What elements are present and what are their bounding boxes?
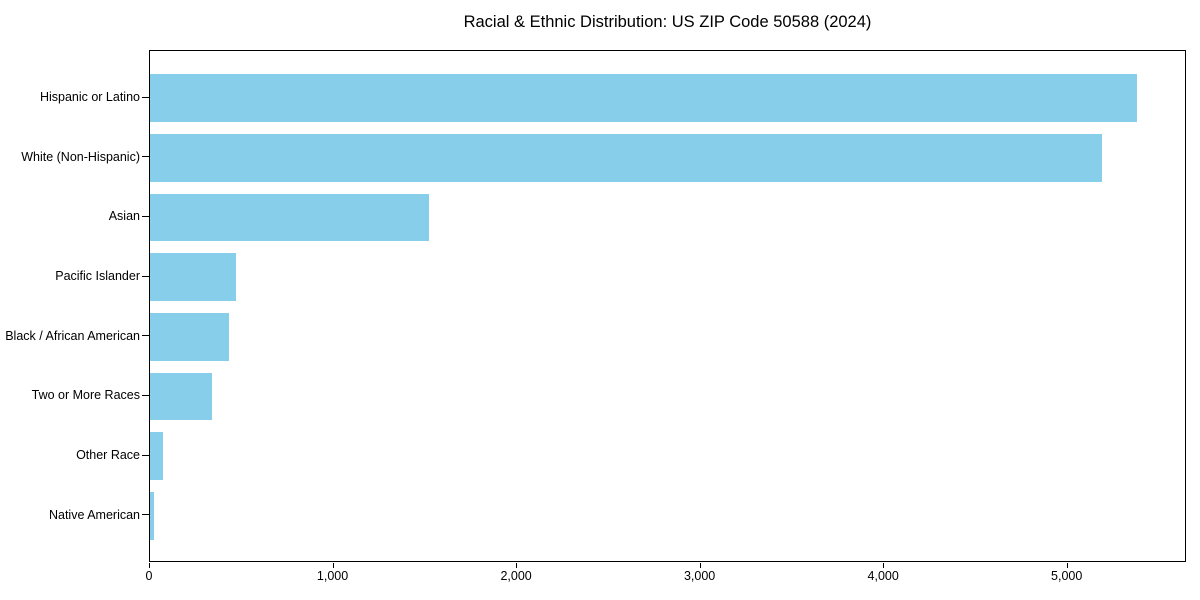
- bar-native-american: [150, 491, 154, 540]
- y-axis-label-asian: Asian: [108, 209, 140, 224]
- y-axis-label-white-non-hispanic: White (Non-Hispanic): [21, 149, 140, 164]
- y-tick-other-race: [142, 454, 149, 456]
- x-tick-0: [149, 563, 150, 568]
- y-axis-label-pacific-islander: Pacific Islander: [55, 269, 140, 284]
- x-tick-4000: [883, 563, 885, 568]
- bar-black-african-american: [150, 312, 229, 361]
- y-tick-pacific-islander: [142, 275, 149, 277]
- x-tick-2000: [516, 563, 518, 568]
- x-axis-tick-label-1000: 1,000: [316, 569, 349, 583]
- y-tick-asian: [142, 215, 149, 217]
- y-tick-black-african-american: [142, 335, 149, 337]
- x-axis-tick-label-2000: 2,000: [500, 569, 532, 583]
- x-tick-5000: [1066, 563, 1068, 568]
- bar-white-non-hispanic: [150, 133, 1102, 182]
- x-axis-tick-label-5000: 5,000: [1051, 569, 1083, 583]
- x-tick-1000: [332, 563, 334, 568]
- x-axis-tick-label-0: 0: [145, 569, 153, 583]
- y-axis-label-native-american: Native American: [48, 507, 140, 522]
- plot-area: [149, 50, 1186, 562]
- y-tick-two-or-more-races: [142, 394, 149, 396]
- x-axis-tick-label-3000: 3,000: [683, 569, 716, 583]
- x-tick-3000: [699, 563, 701, 568]
- y-axis-label-two-or-more-races: Two or More Races: [31, 388, 140, 403]
- bar-two-or-more-races: [150, 372, 213, 421]
- y-axis-label-other-race: Other Race: [76, 448, 140, 463]
- bar-pacific-islander: [150, 253, 237, 301]
- y-axis-label-hispanic-or-latino: Hispanic or Latino: [39, 90, 140, 105]
- bar-other-race: [150, 432, 163, 480]
- bar-hispanic-or-latino: [150, 74, 1138, 122]
- y-axis-label-black-african-american: Black / African American: [5, 328, 140, 343]
- y-tick-white-non-hispanic: [142, 156, 149, 158]
- y-tick-native-american: [142, 514, 149, 516]
- x-axis-tick-label-4000: 4,000: [867, 569, 899, 583]
- chart-title: Racial & Ethnic Distribution: US ZIP Cod…: [463, 13, 872, 31]
- bar-asian: [150, 193, 429, 242]
- y-tick-hispanic-or-latino: [142, 96, 149, 98]
